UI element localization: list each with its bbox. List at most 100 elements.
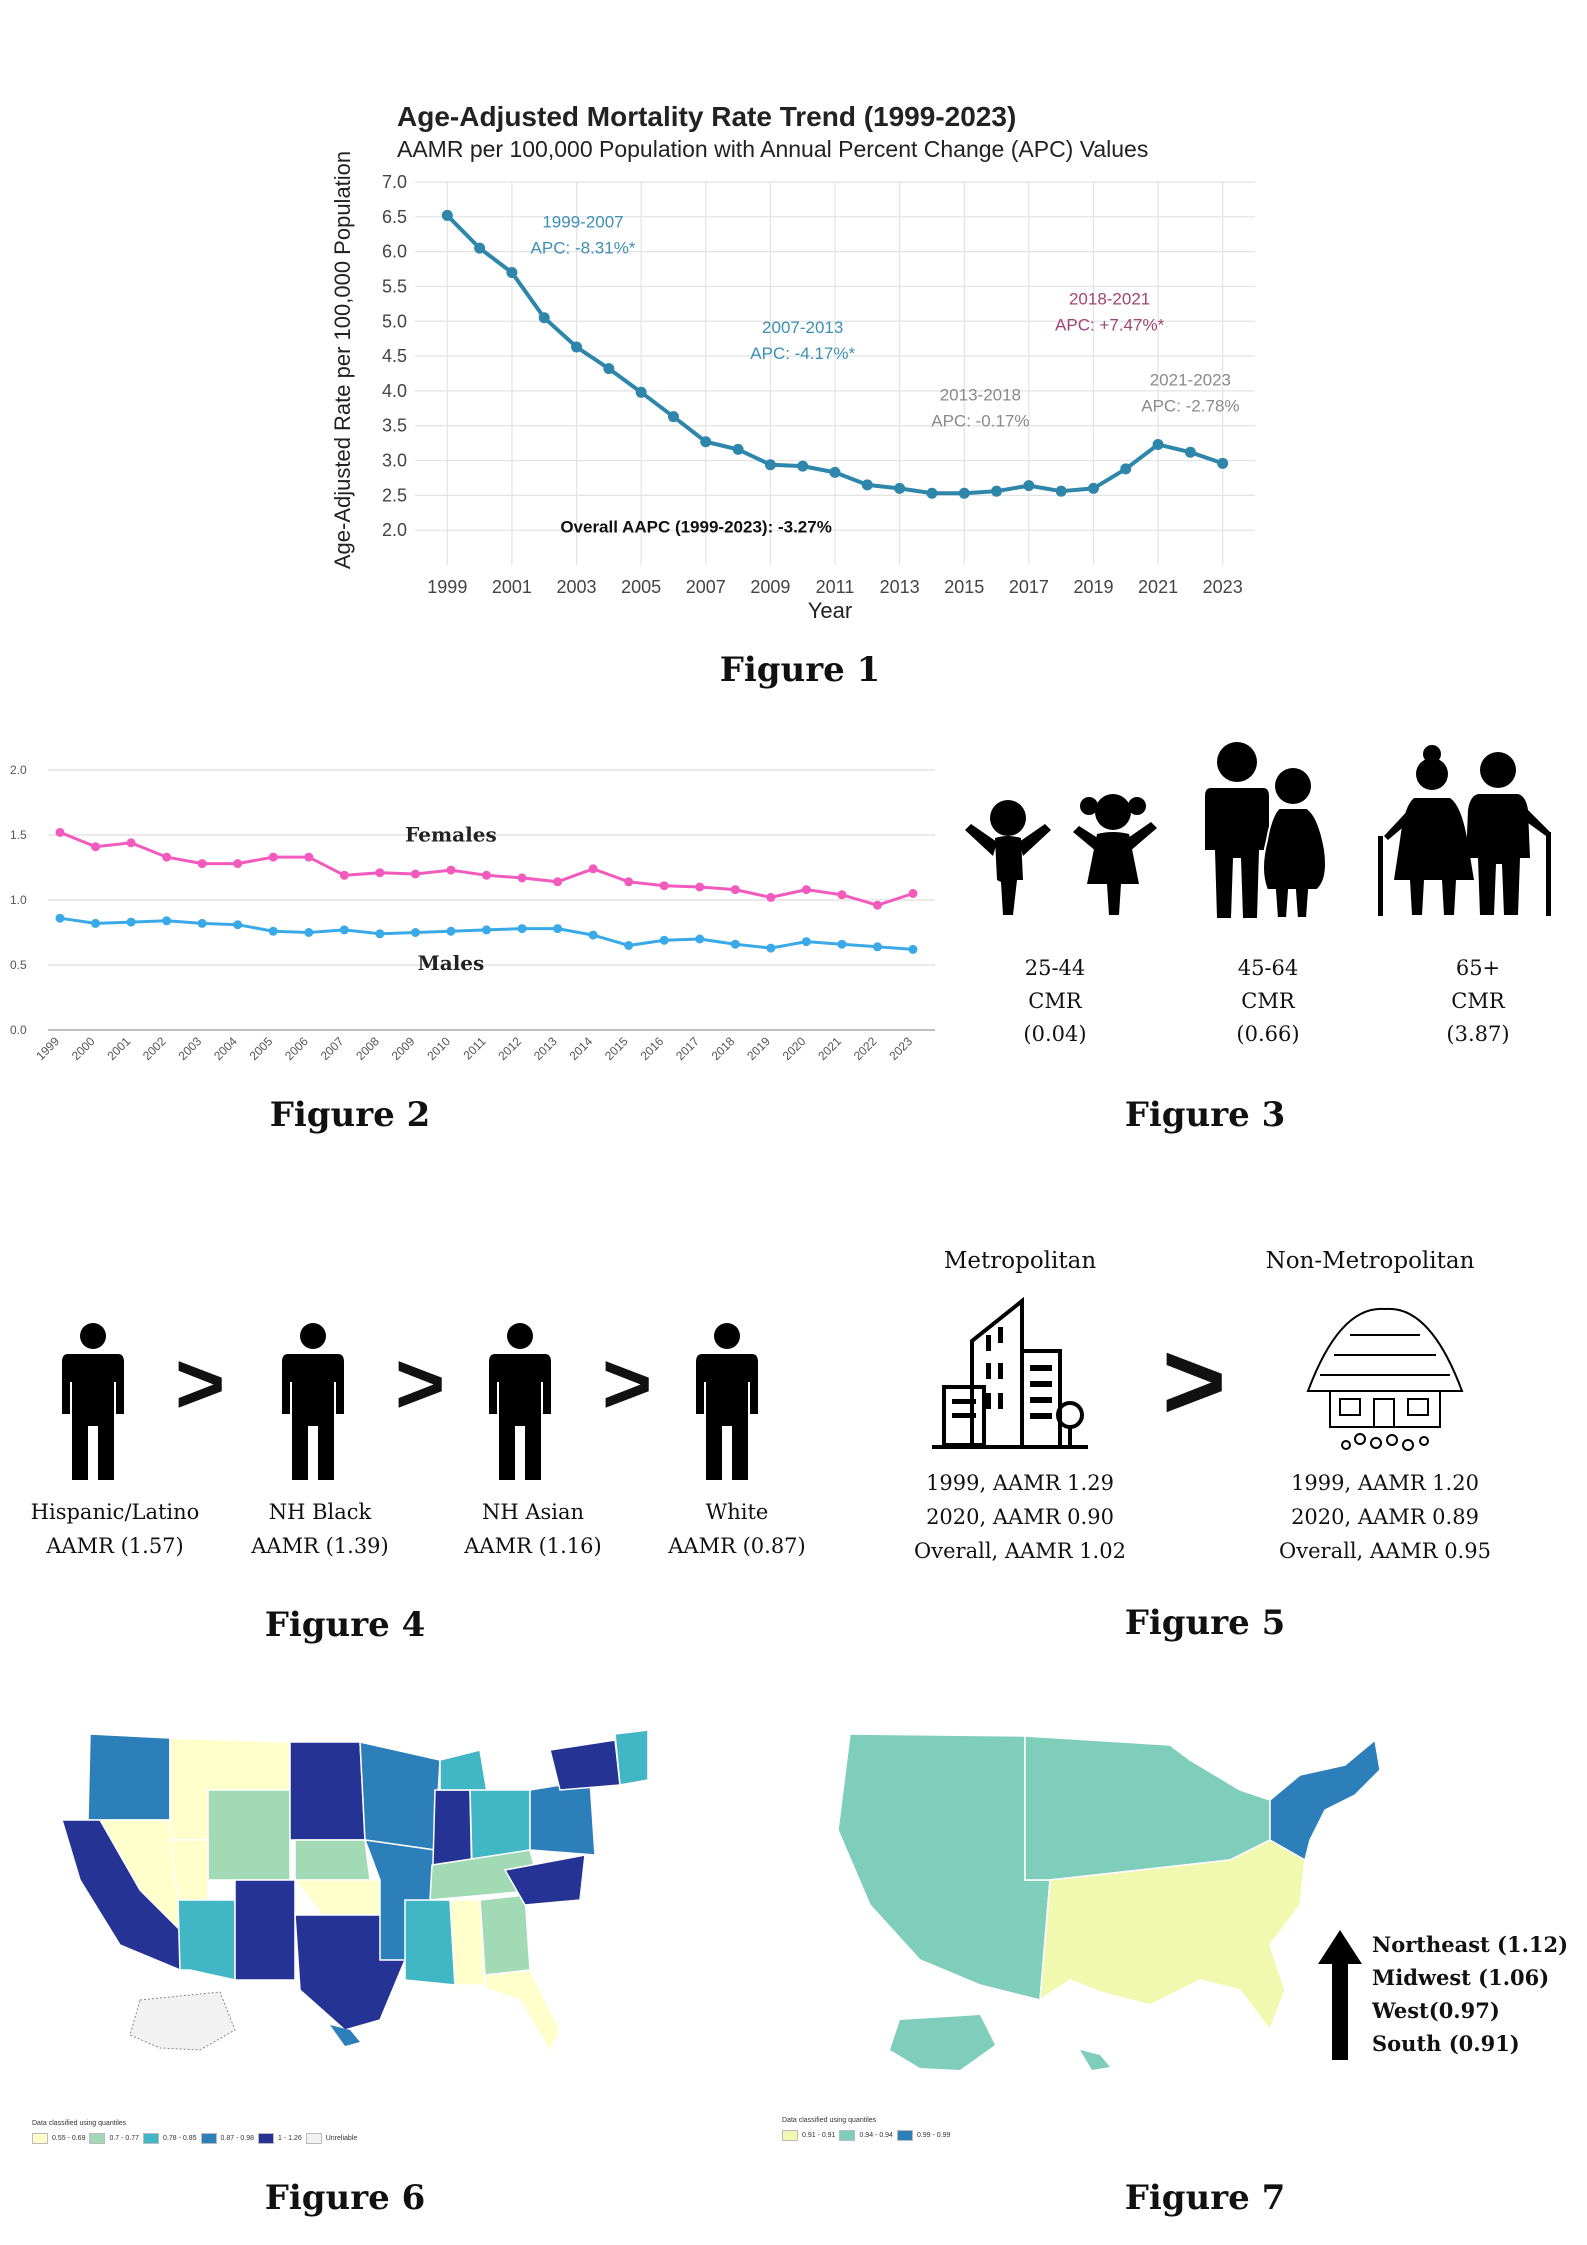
x-tick-label: 2002: [140, 1034, 169, 1063]
data-point: [375, 868, 385, 878]
figure3-group-45-64: 45-64 CMR (0.66): [1208, 952, 1328, 1051]
figure4-group-value: AAMR (1.57): [46, 1534, 184, 1558]
legend-label-2: 0.99 - 0.99: [916, 2132, 951, 2139]
up-arrow-icon: [1318, 1930, 1362, 2060]
figure7-us-region-map: [837, 1733, 1381, 2070]
map-hawaii: [1080, 2050, 1110, 2070]
x-tick-label: 2021: [1138, 577, 1178, 597]
data-point: [233, 920, 243, 930]
figure6-us-state-map: [60, 1730, 649, 2054]
legend-swatch-0: [782, 2130, 798, 2141]
children-icon: [965, 794, 1157, 915]
figure5-separator: >: [1162, 1320, 1227, 1443]
y-tick-label: 5.0: [382, 311, 407, 331]
x-tick-label: 2010: [424, 1034, 453, 1063]
figure2-x-ticks: 1999 2000 2001 2002 2003 2004 2005 2006 2007 2008…: [33, 1034, 915, 1063]
x-tick-label: 2001: [492, 577, 532, 597]
y-tick-label: 6.0: [382, 242, 407, 262]
person-icon-nh-asian: [489, 1323, 551, 1480]
data-point: [268, 852, 278, 862]
x-tick-label: 2011: [816, 577, 855, 597]
figure3-metric-label: CMR: [1451, 989, 1505, 1013]
data-point: [730, 885, 740, 895]
x-tick-label: 2005: [621, 577, 661, 597]
map-alabama: [449, 1899, 486, 1986]
x-tick-label: 2022: [851, 1034, 880, 1063]
x-tick-label: 2016: [638, 1034, 667, 1063]
data-point: [55, 827, 65, 837]
data-point: [764, 459, 776, 471]
data-point: [991, 485, 1003, 497]
data-point: [1184, 446, 1196, 458]
legend-swatch-2: [896, 2130, 913, 2141]
data-point: [506, 267, 518, 279]
data-point: [837, 890, 847, 900]
figure4-group-nh-black: NH Black AAMR (1.39): [225, 1495, 415, 1563]
x-tick-label: 2021: [815, 1034, 844, 1063]
map-alaska: [890, 2015, 995, 2070]
map-florida: [484, 1969, 561, 2054]
figure3-value-label: (0.66): [1236, 1022, 1300, 1046]
map-hawaii: [330, 2025, 360, 2046]
y-tick-label: 4.5: [382, 346, 407, 366]
figure3-age-label: 25-44: [1024, 956, 1086, 980]
data-point: [872, 900, 882, 910]
figure6-legend-title: Data classified using quantiles: [32, 2120, 127, 2127]
figure5-metro-line2: 2020, AAMR 0.90: [926, 1505, 1114, 1529]
figure3-value-label: (3.87): [1446, 1022, 1510, 1046]
data-point: [446, 865, 456, 875]
data-point: [659, 881, 669, 891]
apc-period-label: 2021-2023: [1150, 370, 1231, 389]
x-tick-label: 2023: [886, 1034, 915, 1063]
figure7-rank-1: Northeast (1.12): [1372, 1932, 1569, 1957]
figure1-title: Age-Adjusted Mortality Rate Trend (1999-…: [397, 101, 1016, 132]
figure3-age-label: 65+: [1455, 956, 1501, 980]
figure2-chart: 0.0 0.5 1.0 1.5 2.0 1999 2000 2001 2002 2003 2004…: [10, 763, 935, 1063]
city-buildings-icon: [932, 1296, 1088, 1449]
legend-label-4: 1 - 1.26: [277, 2135, 302, 2142]
map-region-south: [1039, 1839, 1306, 2032]
data-point: [446, 926, 456, 936]
data-point: [553, 924, 563, 934]
figure4-group-value: AAMR (1.16): [464, 1534, 602, 1558]
data-point: [517, 873, 527, 883]
legend-swatch-5: [305, 2133, 322, 2144]
legend-label-5: Unreliable: [325, 2135, 358, 2142]
data-point: [1152, 439, 1164, 451]
apc-period-label: 1999-2007: [542, 212, 623, 231]
figure3-caption: Figure 3: [1124, 1095, 1286, 1135]
figure3-group-65-plus: 65+ CMR (3.87): [1418, 952, 1538, 1051]
data-point: [91, 918, 101, 928]
x-tick-label: 1999: [33, 1034, 62, 1063]
map-dakotas: [289, 1741, 366, 1841]
map-mid-atlantic: [529, 1779, 596, 1856]
figure1-caption: Figure 1: [719, 650, 881, 690]
map-new-york: [549, 1739, 621, 1791]
x-tick-label: 2005: [247, 1034, 276, 1063]
x-tick-label: 2012: [495, 1034, 524, 1063]
y-tick-label: 3.0: [382, 451, 407, 471]
figure7-caption: Figure 7: [1124, 2178, 1286, 2218]
data-point: [482, 925, 491, 935]
figure3-value-label: (0.04): [1023, 1022, 1087, 1046]
data-point: [268, 926, 278, 936]
figure7-legend-title: Data classified using quantiles: [782, 2117, 877, 2124]
figure1-overall-note: Overall AAPC (1999-2023): -3.27%: [560, 517, 832, 536]
y-tick-label: 4.0: [382, 381, 407, 401]
data-point: [588, 864, 598, 874]
x-tick-label: 2008: [353, 1034, 382, 1063]
legend-label-2: 0.78 - 0.85: [163, 2135, 197, 2142]
x-tick-label: 2023: [1203, 577, 1243, 597]
legend-swatch-4: [257, 2133, 274, 2144]
data-point: [695, 882, 705, 892]
data-point: [233, 859, 243, 869]
person-icon-nh-black: [282, 1323, 344, 1480]
x-tick-label: 2009: [750, 577, 790, 597]
x-tick-label: 2020: [780, 1034, 809, 1063]
figure1-x-label: Year: [808, 598, 852, 623]
map-alaska: [129, 1991, 236, 2051]
y-tick-label: 7.0: [382, 172, 407, 192]
person-icon-white: [696, 1323, 758, 1480]
legend-swatch-2: [143, 2133, 160, 2144]
data-point: [162, 852, 172, 862]
